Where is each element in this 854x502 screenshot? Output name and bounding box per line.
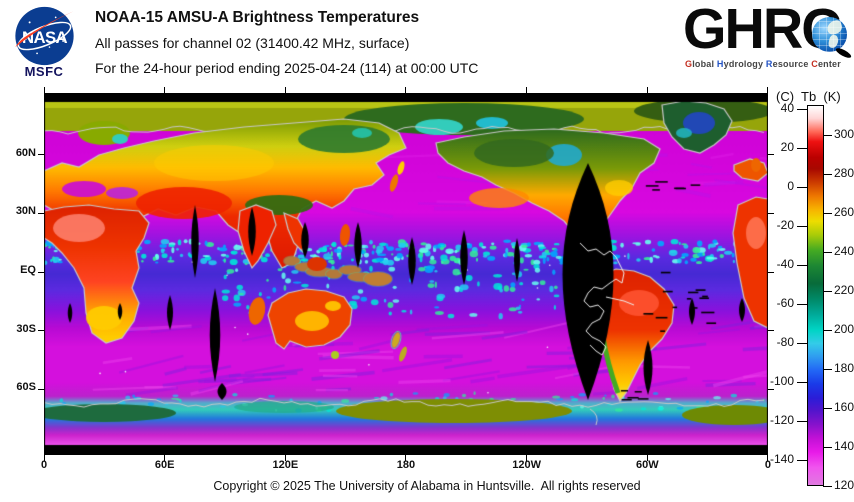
colorbar-k-label: 280: [834, 166, 854, 181]
lon-tick: [164, 455, 166, 461]
colorbar-k-label: 120: [834, 478, 854, 492]
colorbar-c-tick: [797, 342, 807, 344]
lat-tick: [768, 330, 774, 332]
colorbar-k-label: 140: [834, 439, 854, 453]
colorbar-k-label: 240: [834, 244, 854, 259]
colorbar-k-label: 180: [834, 361, 854, 375]
colorbar-k-tick: [823, 251, 832, 253]
nasa-logo-text: NASA: [22, 28, 67, 47]
ghrc-tagline-segment: R: [765, 59, 773, 69]
lat-tick: [38, 154, 44, 156]
colorbar-c-label: -40: [776, 257, 794, 272]
ghrc-tagline-segment: lobal: [692, 59, 717, 69]
colorbar-k-tick: [823, 212, 832, 214]
lon-tick: [43, 87, 45, 93]
lon-tick: [405, 455, 407, 461]
colorbar-k-tick: [823, 290, 832, 292]
colorbar-c-label: 20: [780, 140, 794, 155]
colorbar-c-label: -120: [769, 413, 794, 428]
colorbar-c-tick: [797, 303, 807, 305]
colorbar-c-label: -100: [769, 374, 794, 389]
page-title: NOAA-15 AMSU-A Brightness Temperatures: [95, 9, 420, 26]
ghrc-tagline-segment: enter: [817, 59, 841, 69]
page-period-line: For the 24-hour period ending 2025-04-24…: [95, 60, 479, 76]
colorbar-k-label: 220: [834, 283, 854, 297]
ghrc-tagline-segment: H: [716, 59, 724, 69]
lon-tick: [405, 87, 407, 93]
lat-tick: [768, 212, 774, 214]
colorbar-c-label: 40: [780, 101, 794, 116]
lon-tick: [526, 87, 528, 93]
colorbar-k-label: 260: [834, 205, 854, 220]
lon-tick: [767, 87, 769, 93]
map-frame: [44, 93, 768, 455]
colorbar-c-label: -80: [776, 335, 794, 350]
colorbar-k-tick: [823, 368, 832, 370]
colorbar-k-label: 300: [834, 127, 854, 142]
lat-tick: [768, 154, 774, 156]
colorbar-header: (C) Tb (K): [776, 89, 841, 104]
colorbar-k-label: 200: [834, 322, 854, 336]
nasa-logo-icon: NASA: [15, 6, 74, 66]
colorbar-c-label: -60: [776, 296, 794, 311]
brightness-temperature-map: [44, 93, 768, 455]
colorbar-c-label: 0: [787, 179, 794, 194]
colorbar-c-tick: [797, 186, 807, 188]
lon-tick-label: 180: [396, 459, 416, 471]
colorbar-k-label: 160: [834, 400, 854, 414]
lat-tick: [38, 388, 44, 390]
ghrc-tagline-segment: esource: [772, 59, 812, 69]
lat-tick-label: EQ: [20, 264, 36, 276]
lon-tick: [164, 87, 166, 93]
page-subtitle: All passes for channel 02 (31400.42 MHz,…: [95, 35, 410, 51]
ghrc-tagline-segment: C: [811, 59, 818, 69]
lon-tick: [646, 455, 648, 461]
ghrc-tagline-segment: ydrology: [723, 59, 766, 69]
colorbar-c-label: -140: [769, 452, 794, 467]
lat-tick-label: 30S: [16, 322, 36, 335]
colorbar-k-tick: [823, 329, 832, 331]
colorbar-c-tick: [797, 108, 807, 110]
colorbar-c-tick: [797, 459, 807, 461]
lat-tick: [768, 388, 774, 390]
colorbar-c-tick: [797, 420, 807, 422]
lat-tick: [38, 271, 44, 273]
ghrc-logo: G H R C Global Hydrology Resource Center: [683, 0, 853, 76]
lon-tick: [526, 455, 528, 461]
lon-tick: [284, 87, 286, 93]
lon-tick: [43, 455, 45, 461]
colorbar: [807, 105, 824, 486]
colorbar-k-tick: [823, 485, 832, 487]
colorbar-c-tick: [797, 225, 807, 227]
colorbar-c-tick: [797, 264, 807, 266]
colorbar-k-tick: [823, 134, 832, 136]
lat-tick-label: 30N: [15, 205, 36, 218]
lat-tick-label: 60S: [16, 381, 36, 394]
colorbar-k-tick: [823, 446, 832, 448]
lon-tick-label: 120W: [512, 459, 542, 471]
lon-tick-label: 0: [40, 459, 48, 471]
ghrc-tagline: Global Hydrology Resource Center: [685, 59, 841, 69]
lon-tick-label: 120E: [272, 459, 299, 471]
ghrc-tagline-segment: G: [685, 59, 693, 69]
ghrc-globe-icon: [812, 17, 847, 52]
colorbar-c-tick: [797, 381, 807, 383]
msfc-label: MSFC: [24, 64, 64, 79]
lat-tick-label: 60N: [15, 146, 36, 159]
lon-tick: [284, 455, 286, 461]
colorbar-c-label: -20: [776, 218, 794, 233]
lon-tick-label: 60W: [636, 459, 659, 471]
lon-tick: [646, 87, 648, 93]
lat-tick: [38, 330, 44, 332]
lat-tick: [768, 271, 774, 273]
colorbar-k-tick: [823, 173, 832, 175]
lon-tick: [767, 455, 769, 461]
lon-tick-label: 0: [764, 459, 772, 471]
lon-tick-label: 60E: [154, 459, 175, 471]
lat-tick: [38, 212, 44, 214]
colorbar-k-tick: [823, 407, 832, 409]
copyright-footer: Copyright © 2025 The University of Alaba…: [213, 479, 641, 493]
colorbar-c-tick: [797, 147, 807, 149]
